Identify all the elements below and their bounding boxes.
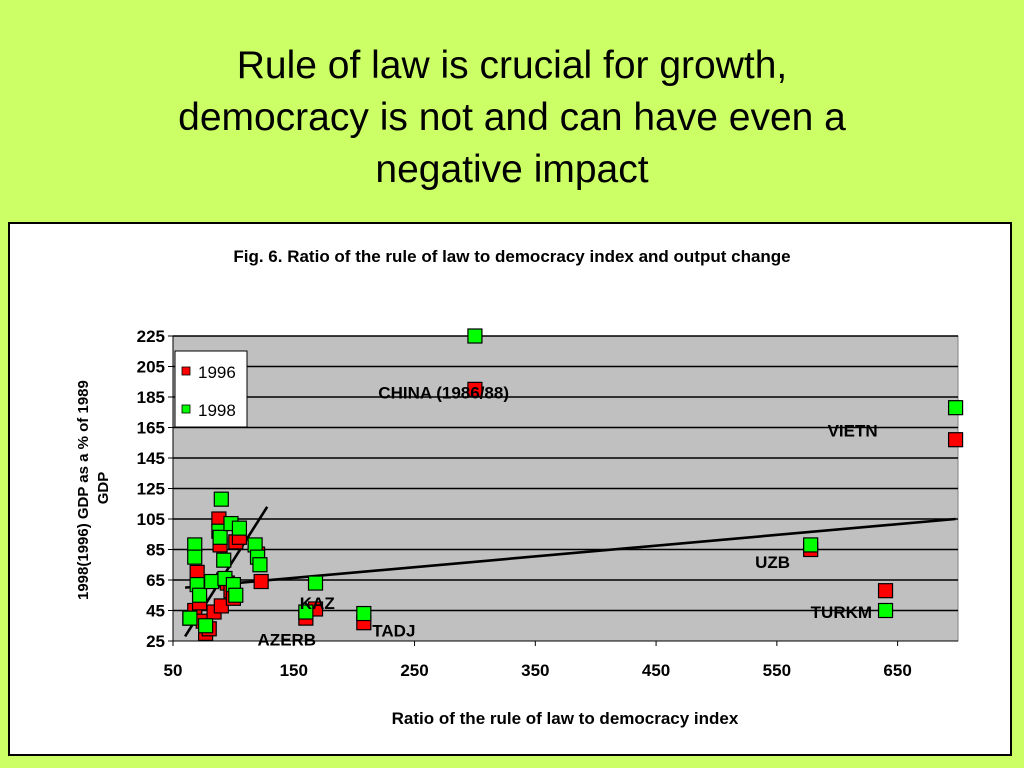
point-1998: [877, 602, 894, 619]
point-1998: [252, 557, 268, 573]
point-1998: [198, 618, 214, 634]
annotation-label: CHINA (1986/88): [378, 384, 509, 403]
point-1998: [204, 573, 220, 590]
point-1998: [231, 520, 248, 536]
point-1998: [228, 587, 244, 603]
annotation-label: AZERB: [258, 631, 317, 650]
legend-box: [174, 350, 248, 428]
point-1996: [877, 583, 894, 599]
scatter-chart: Fig. 6. Ratio of the rule of law to demo…: [75, 247, 964, 728]
point-1996: [467, 381, 483, 397]
annotation-label: VIETN: [828, 422, 878, 441]
slide-title-line-2: democracy is not and can have even a: [178, 96, 846, 139]
x-axis-label: Ratio of the rule of law to democracy in…: [392, 709, 739, 728]
legend: 1996 1998: [174, 350, 248, 428]
legend-label-1998: 1998: [198, 401, 236, 420]
x-tick-label: 650: [883, 661, 911, 680]
point-1998: [191, 587, 208, 603]
y-tick-label: 205: [137, 358, 165, 377]
y-tick-label: 225: [137, 327, 165, 346]
x-tick-label: 450: [642, 661, 670, 680]
chart-title: Fig. 6. Ratio of the rule of law to demo…: [233, 247, 790, 266]
point-1998: [298, 604, 314, 620]
y-axis-label-line-1: 1998(1996) GDP as a % of 1989: [75, 380, 92, 600]
x-tick-label: 350: [521, 661, 549, 680]
legend-marker-1998: [181, 404, 191, 414]
y-tick-label: 125: [137, 480, 165, 499]
y-axis-label: 1998(1996) GDP as a % of 1989 GDP: [75, 376, 112, 600]
y-axis-label-line-2: GDP: [95, 472, 112, 505]
slide-title-line-3: negative impact: [375, 148, 649, 191]
axis-ticks: 25 45 65 85 105 125 145 165 185 205 225 50 150 250 350…: [137, 327, 958, 680]
chart-frame: Fig. 6. Ratio of the rule of law to demo…: [8, 222, 1012, 756]
annotation-label: UZB: [755, 553, 790, 572]
point-1998: [182, 610, 198, 626]
point-1998: [212, 529, 228, 545]
x-tick-label: 150: [280, 661, 308, 680]
y-tick-label: 45: [146, 602, 165, 621]
annotation-label: KAZ: [300, 594, 335, 613]
x-tick-label: 50: [164, 661, 183, 680]
point-1998: [216, 552, 232, 568]
annotations: CHINA (1986/88) VIETN UZB TURKM KAZ TADJ AZERB: [258, 384, 878, 650]
point-1996: [253, 573, 269, 590]
x-tick-label: 550: [763, 661, 791, 680]
point-1996: [213, 598, 229, 614]
y-tick-label: 105: [137, 510, 165, 529]
slide-title: Rule of law is crucial for growth, democ…: [60, 40, 964, 196]
y-tick-label: 65: [146, 571, 165, 590]
y-tick-label: 145: [137, 449, 165, 468]
data-points: [182, 328, 964, 641]
annotation-label: TURKM: [811, 603, 872, 622]
point-1998: [307, 575, 324, 591]
y-tick-label: 25: [146, 632, 165, 651]
y-tick-label: 165: [137, 419, 165, 438]
y-tick-label: 185: [137, 388, 165, 407]
point-1998: [356, 605, 372, 622]
point-1996: [947, 432, 964, 448]
point-1998: [947, 400, 964, 416]
x-tick-label: 250: [400, 661, 428, 680]
legend-marker-1996: [181, 366, 191, 376]
point-1998: [187, 549, 203, 565]
point-1998: [213, 491, 229, 507]
slide-title-line-1: Rule of law is crucial for growth,: [236, 44, 788, 87]
y-tick-label: 85: [146, 541, 165, 560]
annotation-label: TADJ: [372, 621, 415, 640]
point-1998: [467, 328, 483, 344]
point-1998: [803, 537, 819, 553]
legend-label-1996: 1996: [198, 363, 236, 382]
